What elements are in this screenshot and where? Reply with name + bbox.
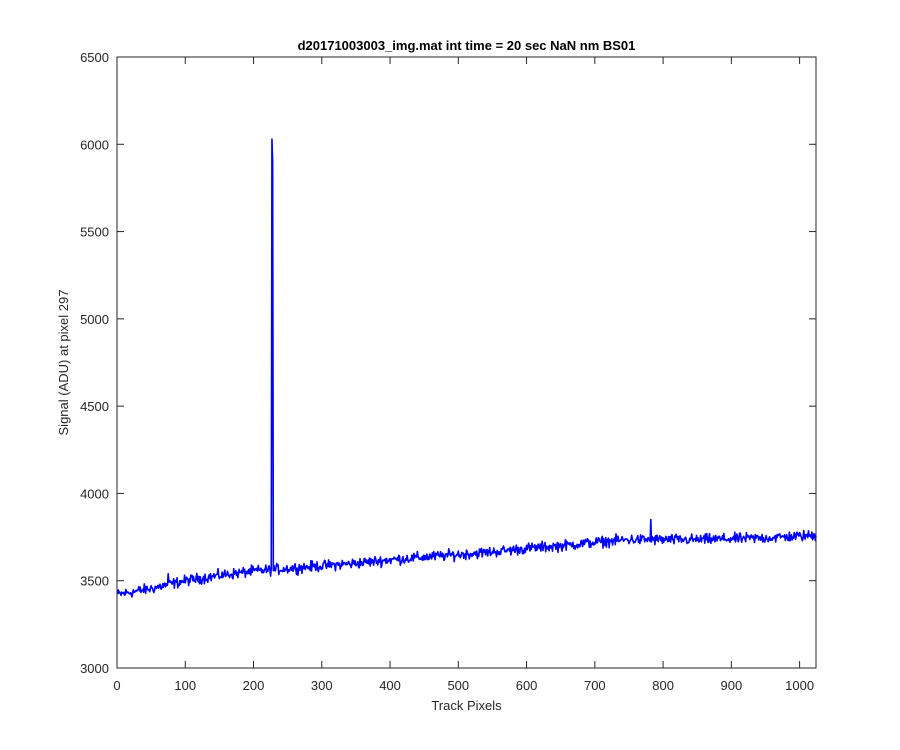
x-tick-label: 300: [311, 678, 333, 693]
y-tick-label: 3500: [80, 574, 109, 589]
axes-box: [116, 56, 817, 669]
x-tick-label: 500: [447, 678, 469, 693]
y-tick-label: 5000: [80, 312, 109, 327]
y-tick-label: 3000: [80, 661, 109, 676]
y-axis-label: Signal (ADU) at pixel 297: [56, 290, 71, 436]
x-axis-label: Track Pixels: [431, 698, 502, 713]
x-tick-label: 200: [243, 678, 265, 693]
x-tick-label: 700: [584, 678, 606, 693]
x-tick-label: 800: [652, 678, 674, 693]
plot-area: [117, 57, 816, 668]
y-tick-label: 6500: [80, 50, 109, 65]
y-tick-label: 6000: [80, 137, 109, 152]
series-layer: [116, 138, 817, 598]
y-tick-label: 5500: [80, 225, 109, 240]
x-tick-label: 0: [113, 678, 120, 693]
x-tick-label: 900: [721, 678, 743, 693]
series-line: [116, 138, 817, 598]
x-tick-label: 100: [174, 678, 196, 693]
x-tick-label: 600: [516, 678, 538, 693]
ticks-layer: 0 100 200 300 400 500 600 700 800 900 1000 3000 3500…: [80, 50, 816, 693]
x-tick-label: 400: [379, 678, 401, 693]
chart-title: d20171003003_img.mat int time = 20 sec N…: [298, 38, 636, 53]
y-tick-label: 4000: [80, 486, 109, 501]
y-tick-label: 4500: [80, 399, 109, 414]
x-tick-label: 1000: [785, 678, 814, 693]
